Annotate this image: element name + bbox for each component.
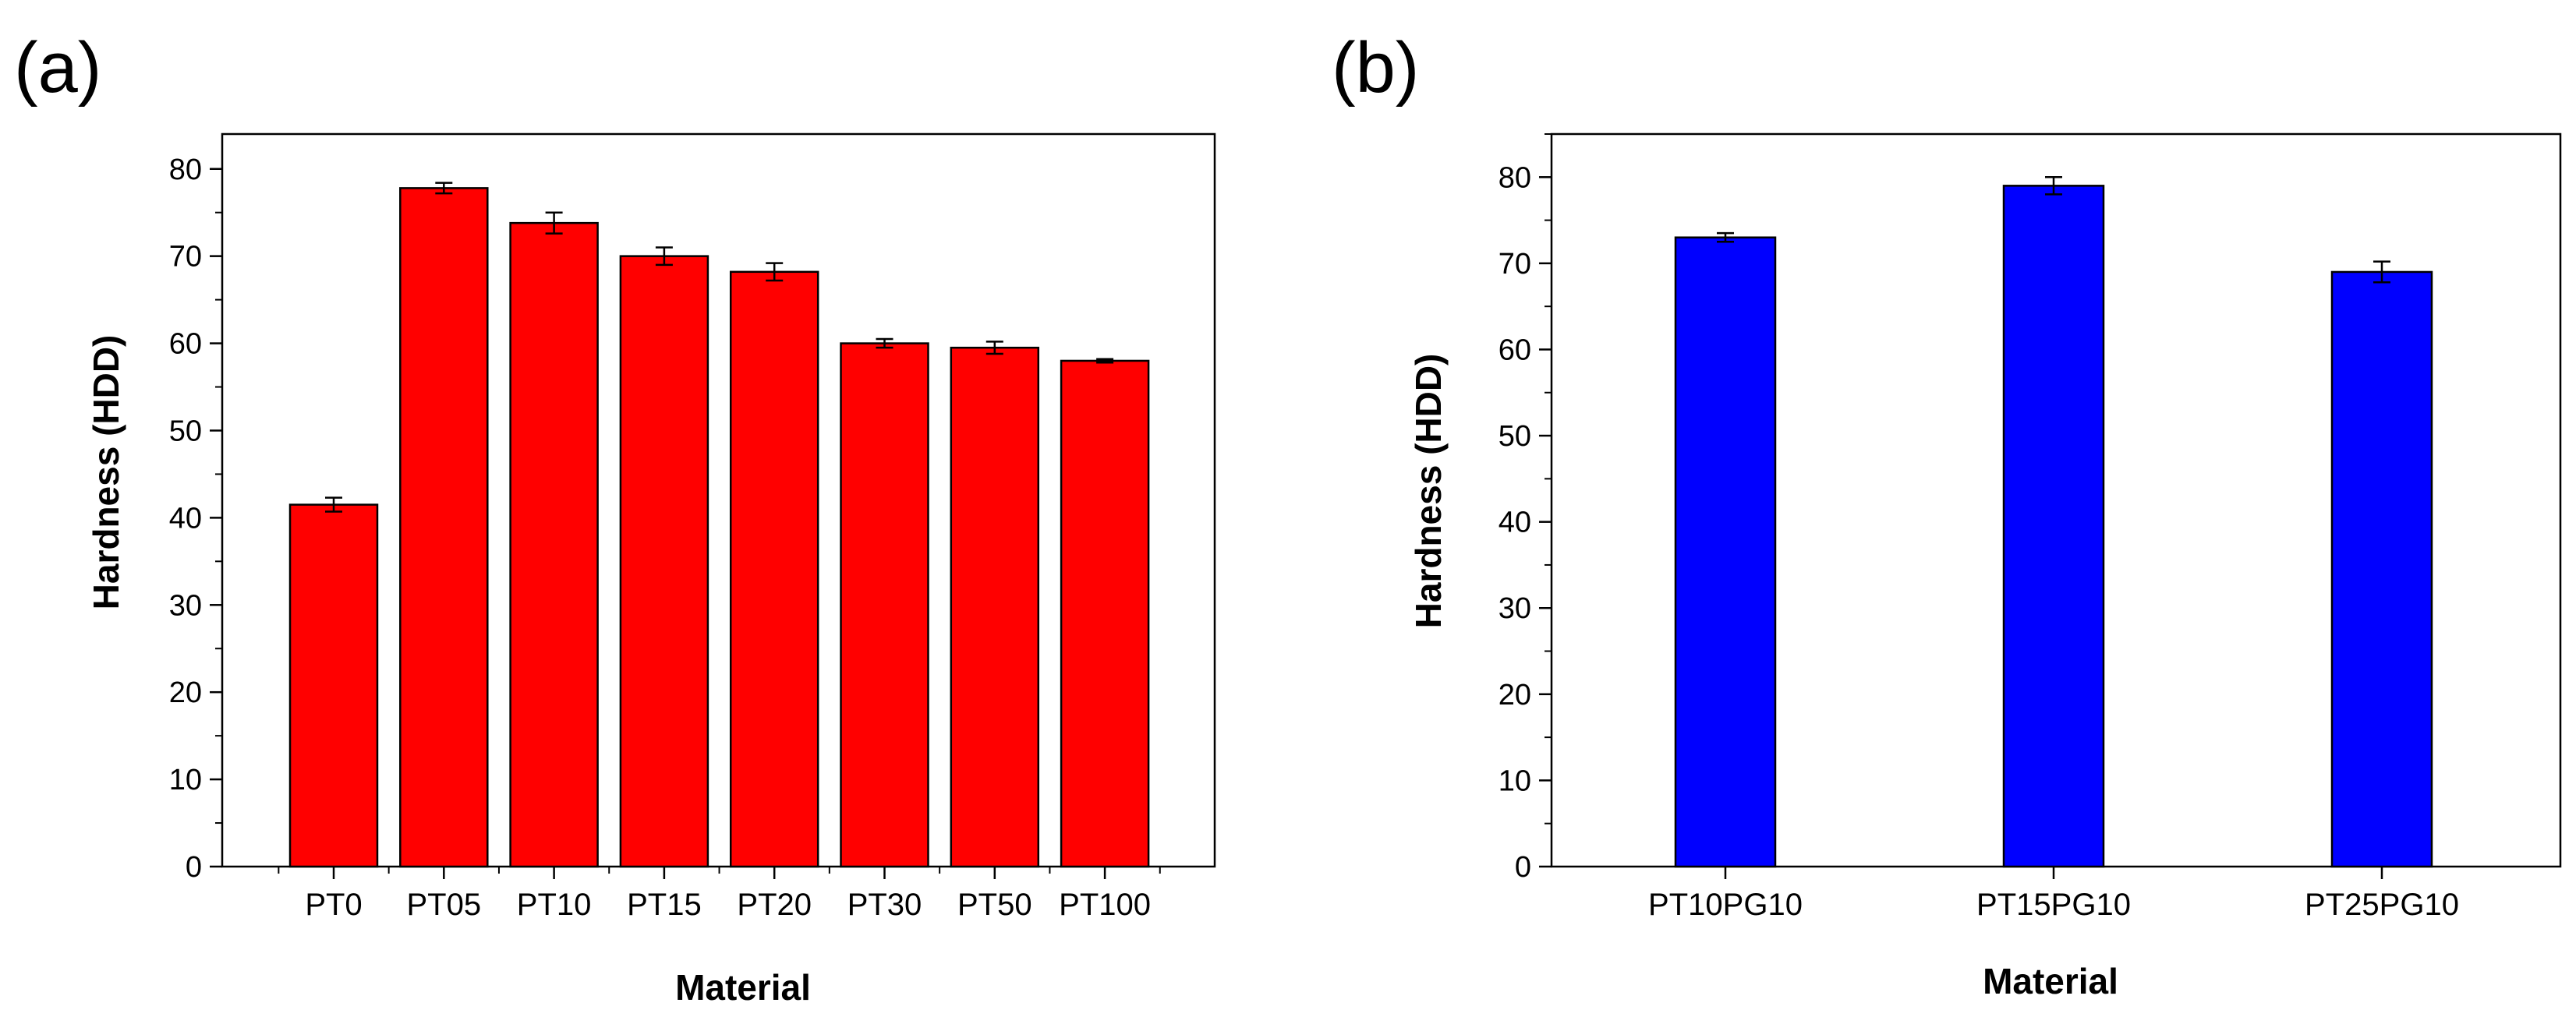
bar-PT05 (399, 187, 489, 868)
y-tick-label: 30 (1499, 592, 1531, 625)
y-tick-label: 50 (1499, 420, 1531, 453)
bar-PT25PG10 (2330, 270, 2433, 868)
error-bar-PT10PG10 (1717, 231, 1734, 243)
x-tick-label-PT25PG10: PT25PG10 (2305, 888, 2459, 922)
y-tick-label: 50 (169, 415, 202, 447)
y-tick-label: 60 (169, 328, 202, 361)
bar-PT10PG10 (1674, 236, 1777, 868)
error-bar-PT100 (1096, 358, 1114, 364)
plot-area-b: 0 10 20 30 40 50 60 70 80 PT10PG10 PT15PG10 PT25PG1… (1499, 132, 2562, 922)
y-tick-label: 10 (169, 764, 202, 796)
error-bar-PT0 (325, 496, 342, 513)
y-tick-label: 80 (169, 154, 202, 186)
bar-PT0 (288, 503, 379, 868)
x-axis-title-b: Material (1983, 961, 2118, 1001)
x-tick-label-PT10: PT10 (517, 888, 592, 922)
y-tick-label: 40 (169, 502, 202, 535)
error-bar-PT15 (655, 246, 673, 267)
chart-panel-b: (b) Hardness (HDD) Material 0 10 20 30 40 50 6… (1332, 28, 2562, 1001)
x-tick-label-PT10PG10: PT10PG10 (1648, 888, 1803, 922)
y-tick-label: 0 (1515, 851, 1531, 884)
y-tick-label: 30 (169, 589, 202, 622)
error-bar-PT20 (766, 262, 784, 282)
panel-label-a: (a) (14, 28, 101, 108)
bar-PT15 (619, 255, 709, 868)
x-tick-label-PT15: PT15 (627, 888, 702, 922)
y-tick-label: 20 (169, 676, 202, 709)
plot-area-a: 0 10 20 30 40 50 60 70 80 PT0 PT05 PT10 PT15 PT20 PT30… (169, 132, 1216, 922)
y-axis-title-b: Hardness (HDD) (1408, 354, 1449, 629)
x-tick-label-PT20: PT20 (737, 888, 812, 922)
y-tick-label: 40 (1499, 507, 1531, 539)
y-tick-label: 80 (1499, 161, 1531, 194)
bar-PT50 (950, 346, 1040, 868)
x-tick-label-PT05: PT05 (406, 888, 481, 922)
x-tick-label-PT50: PT50 (957, 888, 1032, 922)
y-tick-label: 20 (1499, 679, 1531, 712)
error-bar-PT15PG10 (2045, 176, 2062, 196)
error-bar-PT30 (876, 337, 893, 349)
y-tick-label: 70 (1499, 248, 1531, 281)
x-tick-label-PT100: PT100 (1059, 888, 1151, 922)
x-tick-label-PT15PG10: PT15PG10 (1976, 888, 2131, 922)
error-bar-PT25PG10 (2373, 260, 2390, 284)
panel-label-b: (b) (1332, 28, 1419, 108)
bar-PT10 (509, 221, 599, 868)
x-tick-label-PT30: PT30 (847, 888, 922, 922)
y-tick-label: 0 (186, 851, 202, 884)
error-bar-PT05 (435, 182, 453, 195)
bar-PT100 (1060, 359, 1150, 868)
bar-PT20 (729, 270, 819, 868)
bar-PT15PG10 (2002, 185, 2105, 868)
y-tick-label: 70 (169, 241, 202, 274)
error-bar-PT10 (545, 211, 563, 235)
bar-PT30 (840, 342, 929, 868)
y-tick-label: 10 (1499, 764, 1531, 797)
y-axis-title-a: Hardness (HDD) (86, 335, 126, 610)
error-bar-PT50 (985, 341, 1003, 355)
chart-panel-a: (a) Hardness (HDD) Material 0 10 20 30 40 50 6… (14, 28, 1216, 1008)
y-tick-label: 60 (1499, 334, 1531, 366)
plot-frame (221, 132, 1216, 868)
x-tick-label-PT0: PT0 (305, 888, 362, 922)
x-axis-title-a: Material (675, 967, 811, 1008)
